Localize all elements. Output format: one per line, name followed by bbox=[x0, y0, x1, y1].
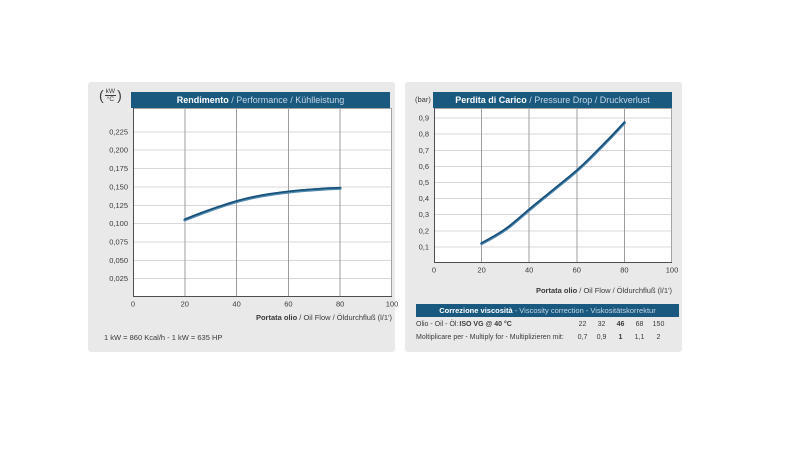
kw-degc-fraction: kW °C bbox=[104, 87, 117, 103]
visc-title-primary: Correzione viscosità bbox=[439, 306, 513, 315]
y-tick-label: 0,2 bbox=[419, 226, 429, 235]
xaxis-label-bold: Portata olio bbox=[255, 313, 298, 322]
viscosity-correction-header: Correzione viscosità - Viscosity correct… bbox=[416, 304, 679, 317]
y-unit-kw-per-degc: ( kW °C ) bbox=[99, 87, 122, 103]
x-tick-label: 40 bbox=[525, 266, 533, 275]
vg-value-3: 68 bbox=[635, 321, 644, 328]
y-tick-label: 0,025 bbox=[109, 274, 128, 283]
x-tick-label: 60 bbox=[573, 266, 581, 275]
unit-numerator: kW bbox=[104, 87, 117, 96]
y-unit-bar: (bar) bbox=[415, 95, 431, 104]
y-tick-label: 0,1 bbox=[419, 242, 429, 251]
y-tick-label: 0,7 bbox=[419, 146, 429, 155]
mult-value-1: 0,9 bbox=[596, 334, 607, 341]
y-tick-label: 0,175 bbox=[109, 164, 128, 173]
vg-value-4: 150 bbox=[652, 321, 665, 328]
oil-grade-label: Olio - Oil - Öl:ISO VG @ 40 °C bbox=[416, 320, 512, 330]
y-tick-label: 0,5 bbox=[419, 178, 429, 187]
pressure-xaxis-label: Portata olio / Oil Flow / Öldurchfluß (l… bbox=[434, 286, 672, 295]
performance-xaxis-label: Portata olio / Oil Flow / Öldurchfluß (l… bbox=[133, 313, 392, 322]
xaxis-unit: (l/1') bbox=[375, 313, 392, 322]
conversion-footnote: 1 kW = 860 Kcal/h - 1 kW = 635 HP bbox=[104, 333, 223, 342]
y-tick-label: 0,100 bbox=[109, 219, 128, 228]
y-tick-label: 0,8 bbox=[419, 130, 429, 139]
viscosity-multiplier-row: Moltiplicare per - Multiply for - Multip… bbox=[416, 333, 668, 343]
performance-chart: 0,025 0,050 0,075 0,100 0,125 0,150 0,175 0,200… bbox=[109, 108, 398, 309]
title-primary: Perdita di Carico bbox=[455, 95, 527, 105]
y-tick-label: 0,225 bbox=[109, 127, 128, 136]
x-tick-label: 80 bbox=[336, 300, 344, 309]
multiplier-label: Moltiplicare per - Multiply for - Multip… bbox=[416, 333, 565, 343]
pressure-drop-panel: (bar) Perdita di Carico / Pressure Drop … bbox=[405, 82, 682, 352]
x-tick-label: 100 bbox=[666, 266, 679, 275]
y-tick-label: 0,9 bbox=[419, 114, 429, 123]
y-tick-label: 0,150 bbox=[109, 182, 128, 191]
xaxis-unit: (l/1') bbox=[655, 286, 672, 295]
xaxis-label-rest: / Oil Flow / Öldurchfluß bbox=[577, 286, 656, 295]
vg-value-2: 46 bbox=[616, 321, 625, 328]
mult-value-3: 1,1 bbox=[634, 334, 645, 341]
title-secondary: / Pressure Drop / Druckverlust bbox=[526, 95, 650, 105]
y-tick-label: 0,200 bbox=[109, 146, 128, 155]
pressure-drop-chart: 0,1 0,2 0,3 0,4 0,5 0,6 0,7 0,8 0,9 0 20 40 60 80 100 bbox=[419, 108, 678, 275]
multiplier-values: 0,7 0,9 1 1,1 2 bbox=[573, 333, 668, 343]
x-tick-label: 0 bbox=[432, 266, 436, 275]
x-tick-label: 20 bbox=[181, 300, 189, 309]
oil-label-prefix: Olio - Oil - Öl: bbox=[416, 321, 459, 328]
title-primary: Rendimento bbox=[176, 95, 229, 105]
pressure-drop-chart-title: Perdita di Carico / Pressure Drop / Druc… bbox=[433, 92, 672, 108]
x-tick-label: 80 bbox=[620, 266, 628, 275]
oil-label-iso-vg: ISO VG @ 40 °C bbox=[459, 321, 512, 328]
x-tick-label: 20 bbox=[477, 266, 485, 275]
y-tick-label: 0,050 bbox=[109, 256, 128, 265]
vg-value-1: 32 bbox=[597, 321, 606, 328]
y-tick-label: 0,4 bbox=[419, 194, 429, 203]
mult-value-0: 0,7 bbox=[577, 334, 588, 341]
x-tick-label: 40 bbox=[232, 300, 240, 309]
mult-value-2: 1 bbox=[618, 334, 623, 341]
mult-value-4: 2 bbox=[656, 334, 661, 341]
xaxis-label-rest: / Oil Flow / Öldurchfluß bbox=[297, 313, 376, 322]
unit-denominator: °C bbox=[106, 95, 115, 103]
performance-panel: ( kW °C ) Rendimento / Performance / Küh… bbox=[88, 82, 398, 352]
multiply-label-text: Moltiplicare per - Multiply for - Multip… bbox=[416, 334, 564, 341]
paren-close: ) bbox=[117, 87, 122, 103]
paren-open: ( bbox=[99, 87, 104, 103]
plot-area bbox=[133, 108, 392, 297]
visc-title-secondary: - Viscosity correction - Viskositätskorr… bbox=[512, 306, 656, 315]
xaxis-label-bold: Portata olio bbox=[535, 286, 578, 295]
oil-grade-values: 22 32 46 68 150 bbox=[573, 320, 668, 330]
x-tick-label: 100 bbox=[386, 300, 399, 309]
performance-chart-title: Rendimento / Performance / Kühlleistung bbox=[131, 92, 390, 108]
x-tick-label: 60 bbox=[284, 300, 292, 309]
plot-area bbox=[434, 108, 672, 263]
y-tick-label: 0,6 bbox=[419, 162, 429, 171]
y-tick-label: 0,3 bbox=[419, 210, 429, 219]
y-tick-label: 0,125 bbox=[109, 201, 128, 210]
cooling-capacity-curve bbox=[183, 186, 342, 221]
y-tick-label: 0,075 bbox=[109, 237, 128, 246]
viscosity-grade-row: Olio - Oil - Öl:ISO VG @ 40 °C 22 32 46 … bbox=[416, 320, 668, 330]
title-secondary: / Performance / Kühlleistung bbox=[228, 95, 345, 105]
vg-value-0: 22 bbox=[578, 321, 587, 328]
x-tick-label: 0 bbox=[131, 300, 135, 309]
pressure-drop-curve bbox=[480, 121, 626, 244]
